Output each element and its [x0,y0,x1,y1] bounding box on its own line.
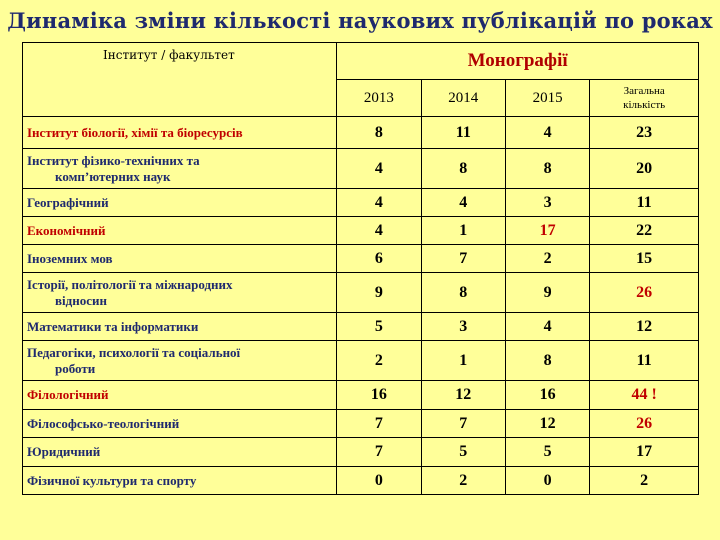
table-row: Педагогіки, психології та соціальної робо… [21,340,699,381]
row-name-line1: Філологічний [27,387,109,402]
row-value-2015: 3 [504,188,591,217]
row-value-2014: 12 [420,380,506,410]
table-row: Економічний 4 1 17 22 [21,216,699,245]
row-value-2015: 9 [504,272,591,313]
row-name-line1: Історії, політології та міжнародних [27,276,233,292]
row-name-line1: Юридичний [27,444,101,459]
row-value-2015: 4 [504,312,591,341]
row-total: 26 [589,409,699,438]
row-name: Філософсько-теологічний [21,409,338,438]
row-value-2015: 5 [504,437,591,467]
row-value-2013: 4 [336,148,422,189]
row-name: Історії, політології та міжнародних відно… [21,272,338,313]
row-value-2013: 8 [336,116,422,149]
row-value-2015: 12 [504,409,591,438]
table-row: Філологічний 16 12 16 44 ! [21,380,699,410]
row-value-2015: 0 [504,466,591,495]
table-row: Іноземних мов 6 7 2 15 [21,244,699,273]
row-value-2015: 8 [504,340,591,381]
total-header: Загальна кількість [589,79,699,117]
table-row: Математики та інформатики 5 3 4 12 [21,312,699,341]
row-name-line1: Математики та інформатики [27,318,199,334]
row-total: 15 [589,244,699,273]
row-name: Фізичної культури та спорту [21,466,338,495]
row-value-2013: 4 [336,188,422,217]
row-name: Математики та інформатики [21,312,338,341]
total-header-line1: Загальна [623,85,665,97]
table-row: Філософсько-теологічний 7 7 12 26 [21,409,699,438]
row-value-2015: 4 [504,116,591,149]
row-value-2013: 9 [336,272,422,313]
table-row: Інститут біології, хімії та біоресурсів 8… [21,116,699,149]
monographs-header: Монографії [336,42,699,80]
table-row: Інститут фізико-технічних та комп’ютерних… [21,148,699,189]
row-value-2013: 0 [336,466,422,495]
row-total: 17 [589,437,699,467]
row-total: 11 [589,340,699,381]
row-name: Юридичний [21,437,338,467]
row-total: 44 ! [589,380,699,410]
row-value-2015: 16 [504,380,591,410]
row-value-2014: 2 [420,466,506,495]
row-value-2015: 8 [504,148,591,189]
row-value-2014: 8 [420,272,506,313]
row-name-line1: Іноземних мов [27,250,113,266]
row-total: 23 [589,116,699,149]
row-value-2013: 7 [336,409,422,438]
row-name: Географічний [21,188,338,217]
row-name-line1: Географічний [27,194,109,210]
row-name: Інститут фізико-технічних та комп’ютерних… [21,148,338,189]
row-value-2015: 17 [504,216,591,245]
row-total: 26 [589,272,699,313]
row-value-2013: 7 [336,437,422,467]
table-row: Географічний 4 4 3 11 [21,188,699,217]
page-title: Динаміка зміни кількості наукових публік… [7,8,713,33]
row-name-line1: Філософсько-теологічний [27,415,180,431]
row-total: 11 [589,188,699,217]
row-name-line1: Інститут фізико-технічних та [27,152,200,168]
table-row: Юридичний 7 5 5 17 [21,437,699,467]
year-header-2014: 2014 [420,79,506,117]
row-total: 20 [589,148,699,189]
row-name-line1: Педагогіки, психології та соціальної [27,344,241,360]
row-name: Інститут біології, хімії та біоресурсів [21,116,338,149]
row-name-line2: комп’ютерних наук [55,168,171,184]
row-value-2014: 1 [420,340,506,381]
row-name: Економічний [21,216,338,245]
row-name-line1: Економічний [27,222,106,238]
row-value-2014: 1 [420,216,506,245]
institute-header: Інститут / факультет [21,42,338,117]
total-header-line2: кількість [623,99,666,111]
row-name: Філологічний [21,380,338,410]
row-value-2014: 7 [420,409,506,438]
row-value-2013: 16 [336,380,422,410]
year-header-2015: 2015 [504,79,591,117]
row-name-line1: Фізичної культури та спорту [27,472,197,488]
row-value-2014: 5 [420,437,506,467]
row-total: 22 [589,216,699,245]
row-name: Іноземних мов [21,244,338,273]
publications-table: Інститут / факультет Монографії 2013 201… [21,42,699,495]
table-row: Історії, політології та міжнародних відно… [21,272,699,313]
year-header-2013: 2013 [336,79,422,117]
row-value-2013: 4 [336,216,422,245]
row-value-2014: 8 [420,148,506,189]
row-name-line2: роботи [55,360,96,376]
row-value-2014: 7 [420,244,506,273]
row-value-2014: 3 [420,312,506,341]
row-name: Педагогіки, психології та соціальної робо… [21,340,338,381]
row-value-2014: 4 [420,188,506,217]
row-value-2013: 6 [336,244,422,273]
table-row: Фізичної культури та спорту 0 2 0 2 [21,466,699,495]
row-value-2013: 2 [336,340,422,381]
row-value-2014: 11 [420,116,506,149]
row-name-line2: відносин [55,292,107,308]
row-total: 12 [589,312,699,341]
row-value-2015: 2 [504,244,591,273]
row-name-line1: Інститут біології, хімії та біоресурсів [27,124,243,140]
row-total: 2 [589,466,699,495]
row-value-2013: 5 [336,312,422,341]
